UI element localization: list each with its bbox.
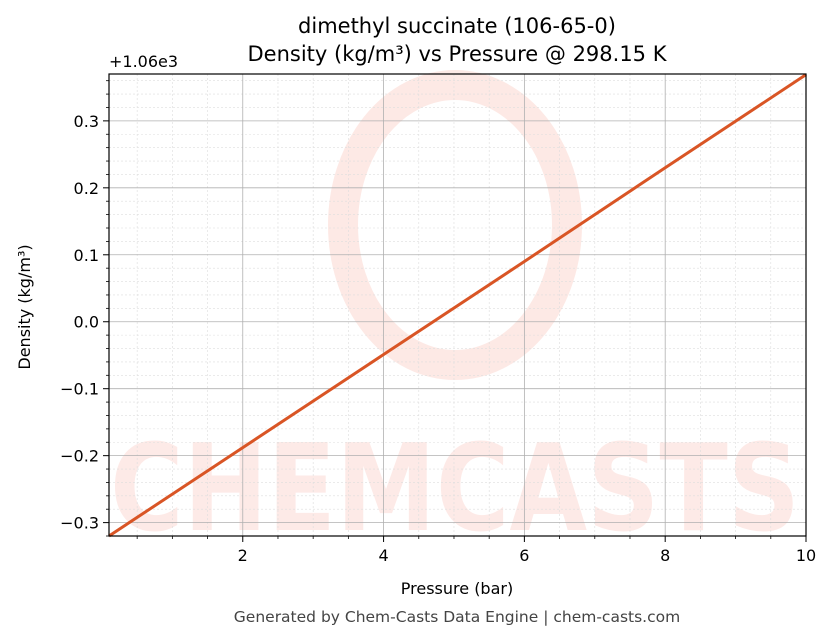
y-tick-label: 0.1 — [74, 246, 99, 265]
y-tick-label: −0.1 — [60, 380, 99, 399]
y-offset-label: +1.06e3 — [109, 52, 178, 71]
x-axis: 2 4 6 8 10 — [136, 536, 816, 565]
y-tick-label: 0.3 — [74, 112, 99, 131]
y-tick-label: 0.2 — [74, 179, 99, 198]
footer-credit: Generated by Chem-Casts Data Engine | ch… — [233, 608, 681, 626]
y-axis-label: Density (kg/m³) — [15, 244, 34, 369]
minor-grid — [109, 74, 806, 537]
y-tick-label: −0.2 — [60, 447, 99, 466]
series-layer — [108, 73, 807, 538]
x-tick-label: 6 — [519, 546, 529, 565]
plot-frame — [108, 73, 807, 537]
watermark-text: CHEMCASTS — [110, 420, 800, 559]
y-axis: −0.3 −0.2 −0.1 0.0 0.1 0.2 0.3 — [60, 80, 109, 537]
chart-title: dimethyl succinate (106-65-0) — [298, 14, 616, 38]
chart-subtitle: Density (kg/m³) vs Pressure @ 298.15 K — [247, 42, 667, 66]
x-axis-label: Pressure (bar) — [401, 579, 513, 598]
x-tick-label: 2 — [238, 546, 248, 565]
x-tick-label: 4 — [378, 546, 388, 565]
density-series-line — [108, 73, 807, 538]
x-tick-label: 10 — [796, 546, 816, 565]
x-tick-label: 8 — [660, 546, 670, 565]
y-tick-label: 0.0 — [74, 313, 99, 332]
y-tick-label: −0.3 — [60, 514, 99, 533]
